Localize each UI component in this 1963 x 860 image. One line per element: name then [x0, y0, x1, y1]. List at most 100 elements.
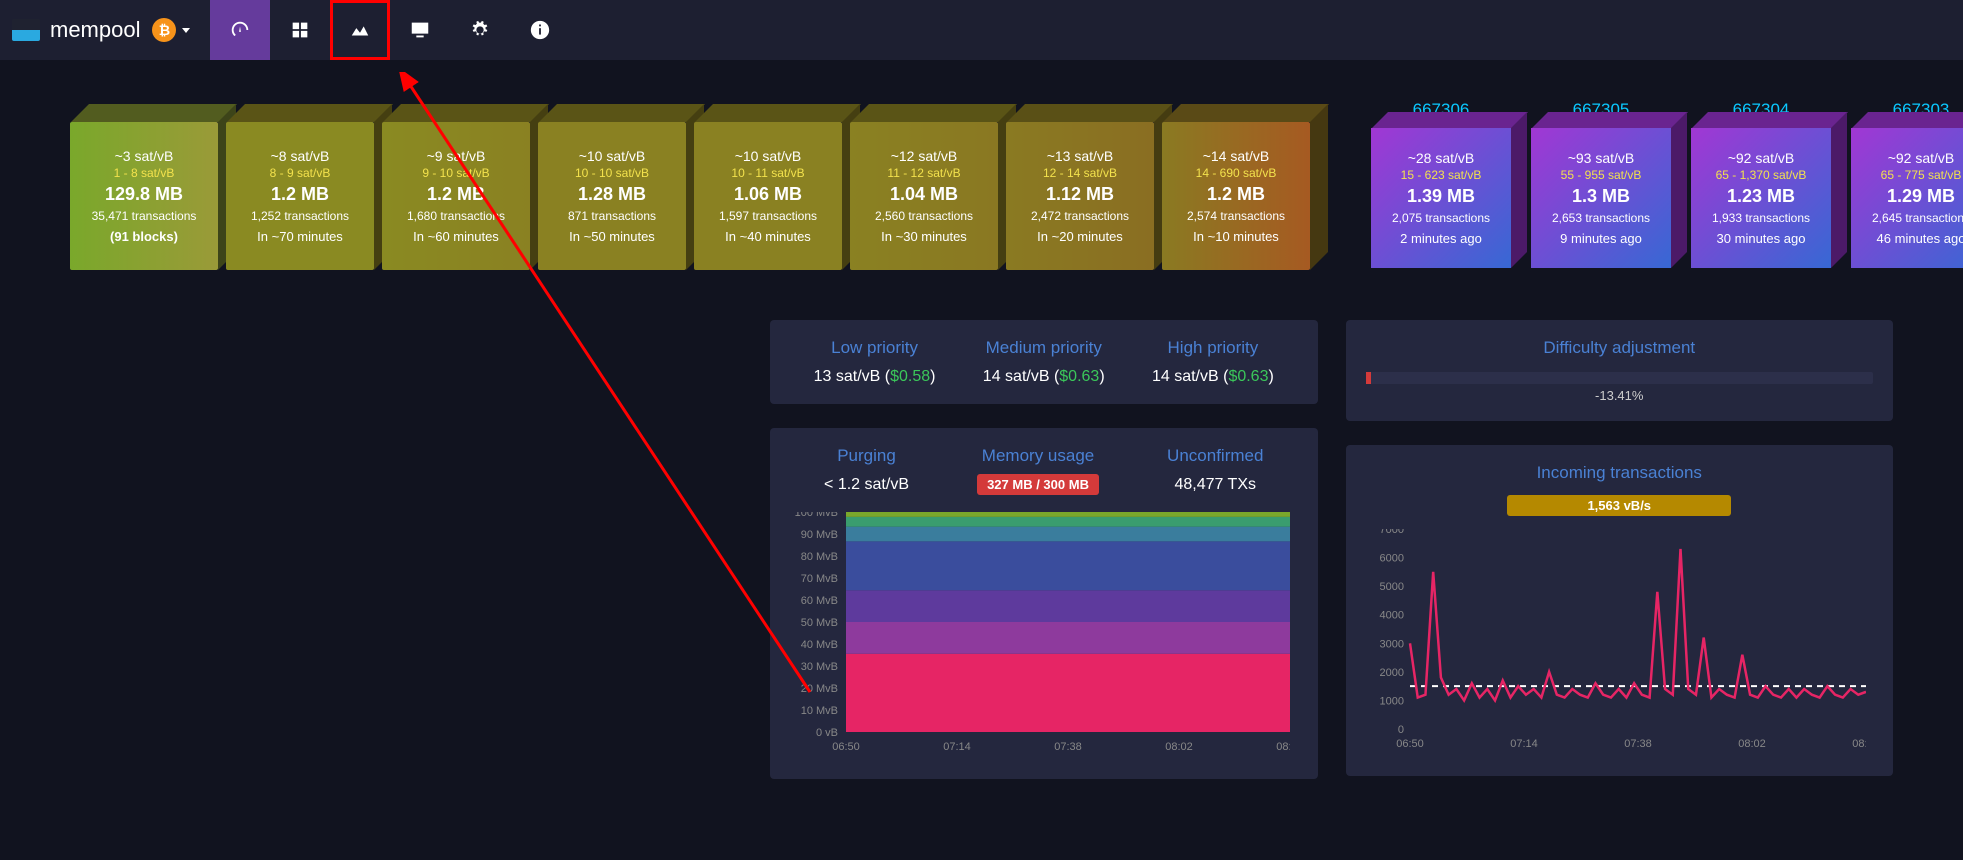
- block-fee: ~93 sat/vB: [1568, 150, 1635, 166]
- blocks-row: ~3 sat/vB 1 - 8 sat/vB 129.8 MB 35,471 t…: [70, 100, 1893, 280]
- block-size: 129.8 MB: [105, 184, 183, 205]
- coin-selector[interactable]: ₿: [152, 18, 190, 42]
- block-size: 1.39 MB: [1407, 186, 1475, 207]
- nav-icons: [210, 0, 570, 60]
- svg-text:80 MvB: 80 MvB: [801, 551, 838, 563]
- unconfirmed-label: Unconfirmed: [1167, 446, 1263, 466]
- difficulty-value: -13.41%: [1366, 388, 1874, 403]
- nav-graphs[interactable]: [330, 0, 390, 60]
- block-extra: (91 blocks): [110, 229, 178, 244]
- block-fee: ~92 sat/vB: [1888, 150, 1955, 166]
- block-size: 1.28 MB: [578, 184, 646, 205]
- stats-panel: Purging < 1.2 sat/vB Memory usage 327 MB…: [770, 428, 1318, 779]
- chart-icon: [349, 19, 371, 41]
- mempool-block[interactable]: ~10 sat/vB 10 - 10 sat/vB 1.28 MB 871 tr…: [538, 122, 686, 270]
- block-time: In ~50 minutes: [569, 229, 655, 244]
- svg-text:40 MvB: 40 MvB: [801, 639, 838, 651]
- block-time: In ~70 minutes: [257, 229, 343, 244]
- block-time: 9 minutes ago: [1560, 231, 1642, 246]
- block-fee: ~28 sat/vB: [1408, 150, 1475, 166]
- incoming-chart: 7000600050004000300020001000006:5007:140…: [1366, 529, 1874, 758]
- difficulty-title: Difficulty adjustment: [1366, 338, 1874, 358]
- block-tx: 2,653 transactions: [1552, 211, 1650, 225]
- cubes-icon: [289, 19, 311, 41]
- block-tx: 2,574 transactions: [1187, 209, 1285, 223]
- mempool-block[interactable]: ~3 sat/vB 1 - 8 sat/vB 129.8 MB 35,471 t…: [70, 122, 218, 270]
- medium-priority-label: Medium priority: [983, 338, 1105, 358]
- high-priority-value: 14 sat/vB ($0.63): [1152, 368, 1274, 386]
- memory-badge: 327 MB / 300 MB: [977, 474, 1099, 495]
- nav-dashboard[interactable]: [210, 0, 270, 60]
- svg-text:08:02: 08:02: [1738, 738, 1766, 750]
- svg-text:2000: 2000: [1379, 667, 1403, 679]
- block-size: 1.2 MB: [1207, 184, 1265, 205]
- info-icon: [529, 19, 551, 41]
- block-tx: 1,597 transactions: [719, 209, 817, 223]
- nav-blocks[interactable]: [270, 0, 330, 60]
- block-size: 1.23 MB: [1727, 186, 1795, 207]
- svg-text:07:14: 07:14: [943, 741, 971, 753]
- lower-panels: Low priority 13 sat/vB ($0.58) Medium pr…: [770, 320, 1893, 803]
- svg-text:08:26: 08:26: [1276, 741, 1290, 753]
- mined-block[interactable]: ~28 sat/vB 15 - 623 sat/vB 1.39 MB 2,075…: [1371, 128, 1511, 268]
- mempool-block[interactable]: ~14 sat/vB 14 - 690 sat/vB 1.2 MB 2,574 …: [1162, 122, 1310, 270]
- block-size: 1.2 MB: [427, 184, 485, 205]
- block-range: 12 - 14 sat/vB: [1043, 166, 1117, 180]
- priority-panel: Low priority 13 sat/vB ($0.58) Medium pr…: [770, 320, 1318, 404]
- mempool-block[interactable]: ~12 sat/vB 11 - 12 sat/vB 1.04 MB 2,560 …: [850, 122, 998, 270]
- svg-text:60 MvB: 60 MvB: [801, 595, 838, 607]
- block-tx: 871 transactions: [568, 209, 656, 223]
- mined-blocks: 667306 ~28 sat/vB 15 - 623 sat/vB 1.39 M…: [1366, 100, 1963, 268]
- gauge-icon: [229, 19, 251, 41]
- svg-text:06:50: 06:50: [832, 741, 860, 753]
- block-time: In ~60 minutes: [413, 229, 499, 244]
- logo[interactable]: mempool: [12, 17, 140, 43]
- block-size: 1.06 MB: [734, 184, 802, 205]
- block-tx: 2,472 transactions: [1031, 209, 1129, 223]
- difficulty-fill: [1366, 372, 1371, 384]
- block-fee: ~10 sat/vB: [735, 148, 802, 164]
- low-priority-value: 13 sat/vB ($0.58): [814, 368, 936, 386]
- svg-text:10 MvB: 10 MvB: [801, 705, 838, 717]
- nav-settings[interactable]: [450, 0, 510, 60]
- block-tx: 2,645 transactions: [1872, 211, 1963, 225]
- nav-about[interactable]: [510, 0, 570, 60]
- block-range: 10 - 10 sat/vB: [575, 166, 649, 180]
- high-priority-label: High priority: [1152, 338, 1274, 358]
- mempool-block[interactable]: ~10 sat/vB 10 - 11 sat/vB 1.06 MB 1,597 …: [694, 122, 842, 270]
- mined-block[interactable]: ~93 sat/vB 55 - 955 sat/vB 1.3 MB 2,653 …: [1531, 128, 1671, 268]
- block-fee: ~14 sat/vB: [1203, 148, 1270, 164]
- mempool-block[interactable]: ~8 sat/vB 8 - 9 sat/vB 1.2 MB 1,252 tran…: [226, 122, 374, 270]
- svg-text:50 MvB: 50 MvB: [801, 617, 838, 629]
- bitcoin-icon: ₿: [152, 18, 176, 42]
- block-range: 1 - 8 sat/vB: [114, 166, 175, 180]
- svg-text:0 vB: 0 vB: [816, 727, 838, 739]
- svg-text:6000: 6000: [1379, 553, 1403, 565]
- block-range: 55 - 955 sat/vB: [1561, 168, 1642, 182]
- mined-block[interactable]: ~92 sat/vB 65 - 775 sat/vB 1.29 MB 2,645…: [1851, 128, 1963, 268]
- nav-tv[interactable]: [390, 0, 450, 60]
- mined-block[interactable]: ~92 sat/vB 65 - 1,370 sat/vB 1.23 MB 1,9…: [1691, 128, 1831, 268]
- block-range: 8 - 9 sat/vB: [270, 166, 331, 180]
- svg-text:5000: 5000: [1379, 581, 1403, 593]
- purging-label: Purging: [824, 446, 909, 466]
- svg-text:7000: 7000: [1379, 529, 1403, 536]
- svg-text:1000: 1000: [1379, 695, 1403, 707]
- block-time: In ~40 minutes: [725, 229, 811, 244]
- svg-text:3000: 3000: [1379, 638, 1403, 650]
- svg-text:90 MvB: 90 MvB: [801, 529, 838, 541]
- mempool-block[interactable]: ~9 sat/vB 9 - 10 sat/vB 1.2 MB 1,680 tra…: [382, 122, 530, 270]
- content: ~3 sat/vB 1 - 8 sat/vB 129.8 MB 35,471 t…: [0, 60, 1963, 803]
- block-fee: ~13 sat/vB: [1047, 148, 1114, 164]
- svg-text:06:50: 06:50: [1396, 738, 1424, 750]
- mempool-block[interactable]: ~13 sat/vB 12 - 14 sat/vB 1.12 MB 2,472 …: [1006, 122, 1154, 270]
- block-tx: 2,075 transactions: [1392, 211, 1490, 225]
- block-time: In ~20 minutes: [1037, 229, 1123, 244]
- svg-text:20 MvB: 20 MvB: [801, 683, 838, 695]
- logo-icon: [12, 19, 40, 41]
- block-size: 1.3 MB: [1572, 186, 1630, 207]
- block-range: 14 - 690 sat/vB: [1196, 166, 1277, 180]
- svg-text:07:38: 07:38: [1054, 741, 1082, 753]
- svg-text:07:14: 07:14: [1510, 738, 1538, 750]
- navbar: mempool ₿: [0, 0, 1963, 60]
